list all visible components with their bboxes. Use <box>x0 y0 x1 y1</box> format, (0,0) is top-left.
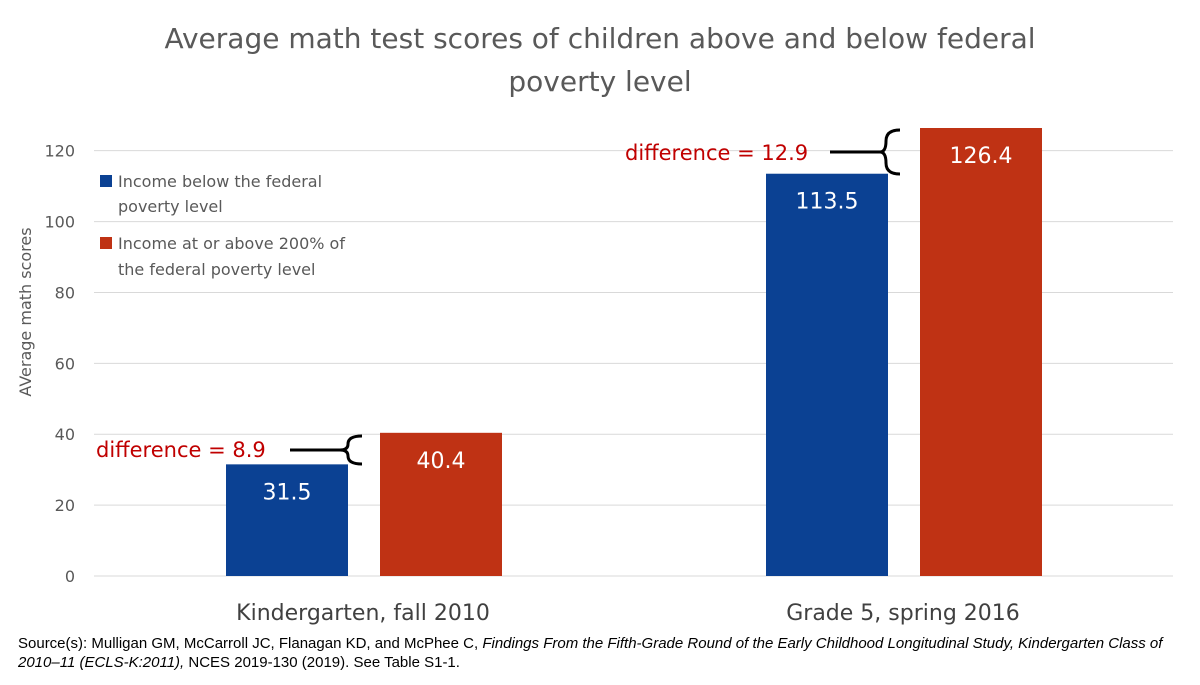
y-tick-label-40: 40 <box>55 425 75 444</box>
legend: Income below the federal poverty level I… <box>100 172 345 279</box>
legend-label-above-200-line-1: Income at or above 200% of <box>118 234 345 253</box>
bar-chart: Average math test scores of children abo… <box>16 22 1173 626</box>
bar-value-label-series0-cat0: 31.5 <box>263 480 312 505</box>
curly-brace <box>879 128 901 176</box>
bar-series1-cat0 <box>380 432 502 576</box>
bar-series0-cat1 <box>766 173 888 577</box>
bar-series0-cat0 <box>226 464 348 576</box>
chart-title-line-2: poverty level <box>508 65 691 98</box>
bar-series1-cat1 <box>920 128 1042 576</box>
legend-label-above-200-line-2: the federal poverty level <box>118 260 315 279</box>
chart-title-line-1: Average math test scores of children abo… <box>164 22 1035 55</box>
y-axis-label: AVerage math scores <box>16 227 35 396</box>
y-tick-label-60: 60 <box>55 354 75 373</box>
bar-value-label-series1-cat1: 126.4 <box>950 144 1013 169</box>
bars <box>226 128 1042 577</box>
y-axis-ticks: 0 20 40 60 80 100 120 <box>44 142 75 586</box>
y-tick-label-0: 0 <box>65 567 75 586</box>
legend-swatch-below-poverty <box>100 175 112 187</box>
y-tick-label-100: 100 <box>44 213 75 232</box>
difference-brace-grade5 <box>830 128 901 176</box>
source-prefix: Source(s): Mulligan GM, McCarroll JC, Fl… <box>18 635 483 652</box>
source-title: Findings From the Fifth-Grade Round of t… <box>18 635 1163 671</box>
legend-label-below-poverty-line-1: Income below the federal <box>118 172 322 191</box>
y-tick-label-120: 120 <box>44 142 75 161</box>
x-category-label-grade5: Grade 5, spring 2016 <box>786 601 1020 626</box>
curly-brace <box>339 434 363 466</box>
legend-swatch-above-200 <box>100 237 112 249</box>
y-tick-label-80: 80 <box>55 283 75 302</box>
difference-brace-kindergarten <box>290 434 363 466</box>
bar-value-label-series1-cat0: 40.4 <box>417 449 466 474</box>
source-citation: Source(s): Mulligan GM, McCarroll JC, Fl… <box>18 634 1188 672</box>
legend-label-below-poverty-line-2: poverty level <box>118 197 223 216</box>
difference-annotation-kindergarten: difference = 8.9 <box>96 438 266 462</box>
difference-annotation-grade5: difference = 12.9 <box>625 141 808 165</box>
bar-value-label-series0-cat1: 113.5 <box>796 190 859 215</box>
x-category-label-kindergarten: Kindergarten, fall 2010 <box>236 601 490 626</box>
bar-value-labels: 31.5 113.5 40.4 126.4 <box>263 144 1013 505</box>
source-suffix: NCES 2019-130 (2019). See Table S1-1. <box>184 654 460 671</box>
y-tick-label-20: 20 <box>55 496 75 515</box>
